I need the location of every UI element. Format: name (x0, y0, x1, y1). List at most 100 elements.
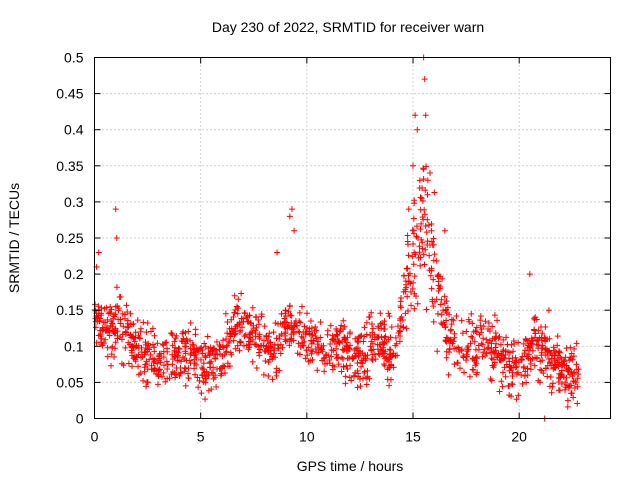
data-point (418, 220, 425, 227)
data-point (199, 350, 206, 357)
data-point (95, 312, 102, 319)
data-point (340, 317, 347, 324)
data-point (417, 194, 424, 201)
data-point (263, 332, 270, 339)
data-point (238, 290, 245, 297)
data-point (457, 365, 464, 372)
data-point (338, 368, 345, 375)
data-point (496, 388, 503, 395)
data-point (402, 310, 409, 317)
data-point (347, 329, 354, 336)
data-point (243, 314, 250, 321)
data-point (392, 334, 399, 341)
data-point (508, 341, 515, 348)
data-point (468, 310, 475, 317)
data-point (404, 238, 411, 245)
data-point (508, 393, 515, 400)
data-point (112, 339, 119, 346)
data-point (223, 336, 230, 343)
data-point (431, 189, 438, 196)
data-point (108, 306, 115, 313)
data-point (477, 312, 484, 319)
data-point (456, 348, 463, 355)
data-point (308, 337, 315, 344)
data-point (539, 330, 546, 337)
data-point (540, 370, 547, 377)
data-point (286, 324, 293, 331)
data-point (197, 356, 204, 363)
data-point (480, 335, 487, 342)
data-point (427, 272, 434, 279)
data-point (544, 373, 551, 380)
data-point (502, 351, 509, 358)
data-point (424, 177, 431, 184)
data-point (562, 379, 569, 386)
data-point (423, 229, 430, 236)
data-point (416, 177, 423, 184)
data-point (478, 329, 484, 336)
data-point (249, 304, 256, 311)
data-point (246, 333, 253, 340)
data-point (200, 366, 207, 373)
data-point (135, 351, 142, 358)
data-point (271, 347, 278, 354)
y-axis-label: SRMTID / TECUs (6, 183, 22, 293)
data-point (492, 329, 499, 336)
data-point (388, 324, 395, 331)
data-point (287, 312, 294, 319)
data-point (136, 335, 143, 342)
data-point (131, 338, 138, 345)
data-point (344, 366, 351, 373)
data-point (445, 371, 452, 378)
data-point (286, 213, 293, 220)
data-point (330, 347, 337, 354)
data-point (480, 349, 487, 356)
data-point (428, 227, 435, 234)
data-point (463, 328, 470, 335)
data-point (542, 365, 549, 372)
data-point (382, 355, 389, 362)
data-point (169, 342, 176, 349)
data-point (465, 316, 472, 323)
data-point (171, 338, 178, 345)
data-point (370, 325, 377, 332)
data-point (435, 288, 442, 295)
data-point (392, 352, 399, 359)
data-point (422, 187, 429, 194)
data-point (210, 345, 217, 352)
data-point (137, 328, 144, 335)
data-point (408, 302, 415, 309)
data-point (446, 311, 453, 318)
y-tick-label: 0 (76, 411, 84, 427)
data-point (515, 339, 522, 346)
data-point (160, 362, 167, 369)
data-point (189, 341, 196, 348)
data-point (123, 302, 130, 309)
data-point (430, 303, 437, 310)
data-point (555, 363, 562, 370)
data-point (560, 361, 567, 368)
data-point (377, 310, 384, 317)
data-point (574, 383, 581, 390)
data-point (542, 338, 549, 345)
data-point (382, 348, 389, 355)
data-point (546, 359, 553, 366)
data-point (434, 310, 441, 317)
data-point (360, 375, 367, 382)
data-point (386, 313, 393, 320)
data-point (144, 319, 151, 326)
data-point (423, 163, 430, 170)
data-point (377, 320, 384, 327)
data-point (300, 334, 307, 341)
data-point (569, 356, 576, 363)
data-point (149, 355, 156, 362)
data-point (309, 348, 316, 355)
data-point (520, 340, 527, 347)
data-point (96, 317, 103, 324)
data-point (387, 354, 394, 361)
data-point (361, 368, 368, 375)
data-point (281, 315, 288, 322)
data-point (397, 302, 404, 309)
data-point (494, 317, 501, 324)
x-axis-label: GPS time / hours (297, 458, 404, 474)
